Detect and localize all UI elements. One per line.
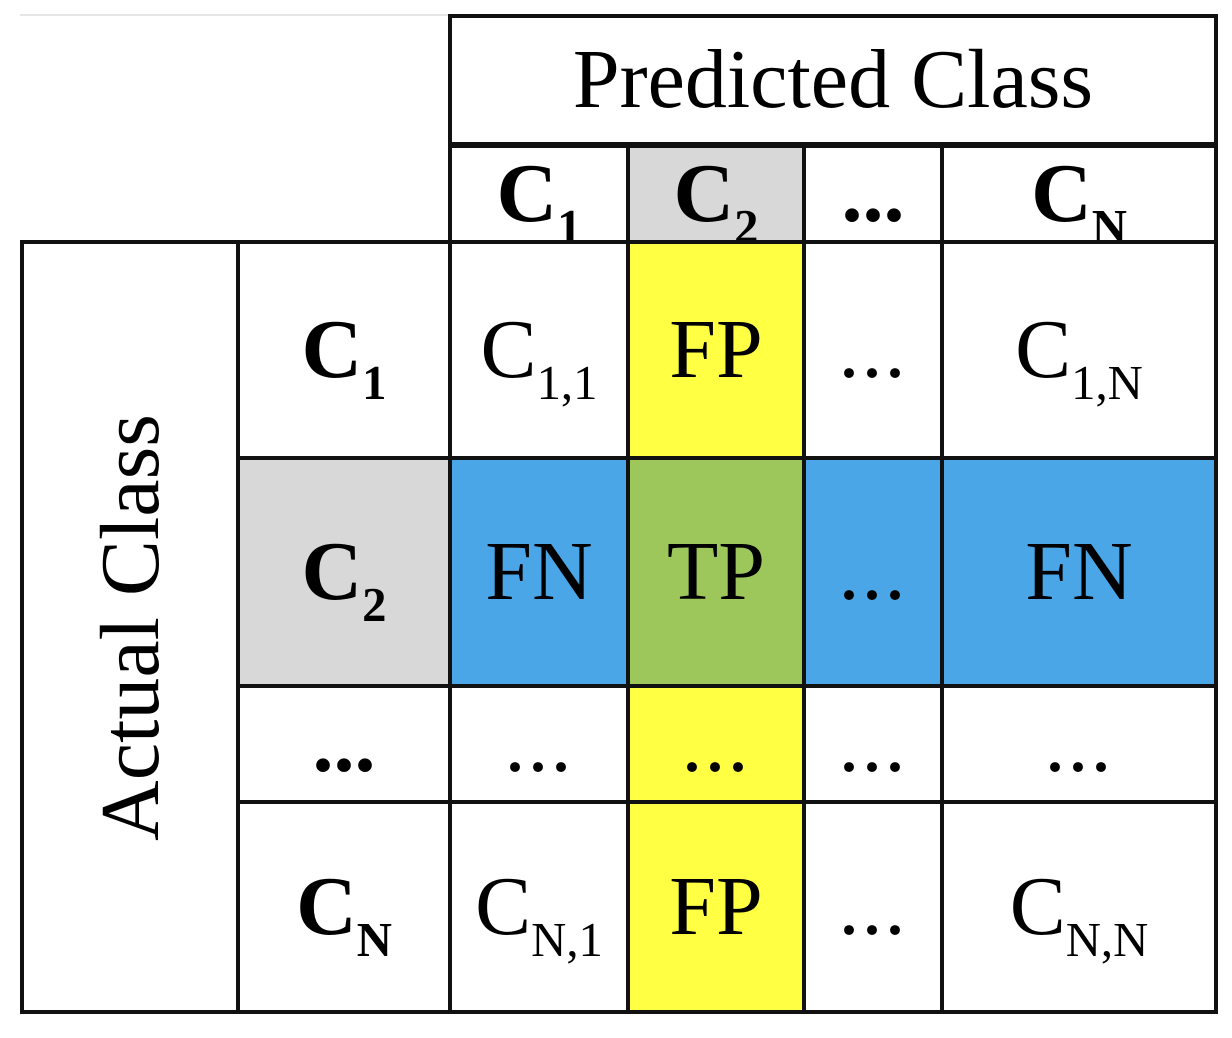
- cell-fp-rown: FP: [626, 800, 806, 1014]
- cell-dots-row2: ...: [802, 456, 944, 688]
- row-header-cn-text: CN: [296, 860, 392, 967]
- cell-fp-row1-text: FP: [669, 303, 763, 396]
- cell-dots-r3c2-text: ...: [681, 697, 751, 790]
- cell-cn1-text: CN,1: [475, 860, 603, 967]
- cell-fn-coln: FN: [940, 456, 1218, 688]
- cell-cn1: CN,1: [448, 800, 630, 1014]
- col-header-c1-text: C1: [496, 147, 582, 254]
- cell-fn-coln-text: FN: [1025, 525, 1133, 618]
- row-header-c1-text: C1: [301, 303, 387, 410]
- col-header-c2-text: C2: [673, 147, 759, 254]
- actual-class-label: Actual Class: [83, 413, 177, 841]
- row-header-c2-text: C2: [301, 525, 387, 632]
- cell-c11: C1,1: [448, 240, 630, 460]
- cell-dots-r3c4-text: ...: [1044, 697, 1114, 790]
- cell-c1n-text: C1,N: [1015, 303, 1143, 410]
- col-header-c2: C2: [626, 144, 806, 254]
- cell-cnn-text: CN,N: [1009, 860, 1149, 967]
- predicted-class-header: Predicted Class: [448, 14, 1218, 146]
- cell-dots-row2-text: ...: [838, 525, 908, 618]
- cell-c11-text: C1,1: [480, 303, 598, 410]
- row-header-cn: CN: [236, 800, 452, 1014]
- cell-dots-row1: ...: [802, 240, 944, 460]
- row-header-c1: C1: [236, 240, 452, 460]
- cell-dots-rown: ...: [802, 800, 944, 1014]
- cell-dots-row1-text: ...: [838, 303, 908, 396]
- cell-fp-rown-text: FP: [669, 860, 763, 953]
- row-header-dots-text: ...: [312, 697, 376, 790]
- cell-dots-r3c3-text: ...: [838, 697, 908, 790]
- cell-dots-r3c3: ...: [802, 684, 944, 804]
- predicted-class-label: Predicted Class: [572, 33, 1094, 126]
- cell-dots-r3c1-text: ...: [504, 697, 574, 790]
- col-header-cn: CN: [940, 144, 1218, 254]
- col-header-cn-text: CN: [1031, 147, 1127, 254]
- row-header-c2: C2: [236, 456, 452, 688]
- cell-dots-r3c2: ...: [626, 684, 806, 804]
- cell-cnn: CN,N: [940, 800, 1218, 1014]
- cell-fn-col1-text: FN: [485, 525, 593, 618]
- cell-fn-col1: FN: [448, 456, 630, 688]
- cell-dots-r3c1: ...: [448, 684, 630, 804]
- cell-tp: TP: [626, 456, 806, 688]
- cell-fp-row1: FP: [626, 240, 806, 460]
- row-header-dots: ...: [236, 684, 452, 804]
- cell-tp-text: TP: [666, 525, 766, 618]
- actual-class-header: Actual Class: [20, 240, 240, 1014]
- col-header-dots-text: ...: [841, 147, 905, 240]
- cell-dots-r3c4: ...: [940, 684, 1218, 804]
- cell-c1n: C1,N: [940, 240, 1218, 460]
- cell-dots-rown-text: ...: [838, 860, 908, 953]
- col-header-dots: ...: [802, 144, 944, 244]
- col-header-c1: C1: [448, 144, 630, 254]
